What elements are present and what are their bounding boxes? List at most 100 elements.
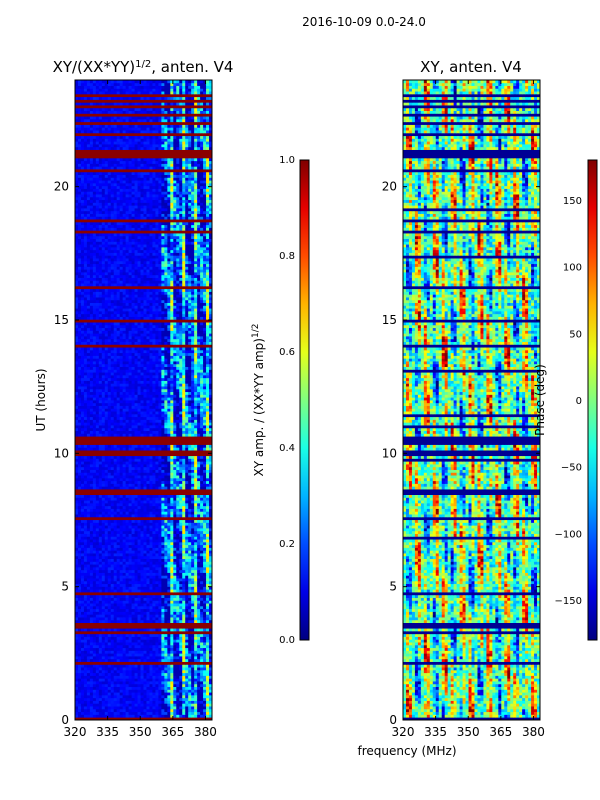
amp-cell [95, 541, 100, 546]
amp-cell [176, 597, 180, 601]
amp-cell [149, 500, 153, 504]
amp-cell [143, 711, 147, 715]
amp-cell [173, 619, 177, 624]
amp-cell [140, 508, 144, 512]
amp-cell [77, 539, 82, 543]
amp-cell [92, 639, 97, 643]
amp-cell [77, 441, 82, 445]
amp-cell [113, 555, 118, 560]
amp-cell [80, 594, 85, 598]
amp-cell [137, 630, 141, 635]
amp-cell [137, 578, 141, 582]
amp-cell [194, 514, 198, 518]
amp-cell [176, 636, 180, 640]
amp-cell [143, 533, 147, 537]
amp-cell [101, 583, 106, 587]
amp-cell [75, 597, 79, 601]
amp-cell [200, 422, 204, 426]
amp-cell [176, 483, 180, 487]
amp-cell [140, 603, 144, 607]
amp-cell [176, 561, 180, 565]
amp-cell [75, 425, 79, 429]
amp-cell [158, 578, 162, 582]
amp-cell [125, 636, 130, 640]
amp-cell [167, 689, 171, 693]
amp-cell [167, 583, 171, 587]
amp-cell [206, 697, 210, 701]
amp-cell [176, 430, 180, 434]
amp-cell [98, 558, 103, 562]
amp-cell [125, 697, 130, 701]
amp-cell [140, 703, 144, 707]
amp-cell [86, 686, 91, 690]
amp-cell [173, 605, 177, 610]
amp-cell [113, 452, 118, 457]
amp-cell [107, 589, 112, 593]
amp-cell [92, 661, 97, 665]
amp-cell [209, 419, 213, 423]
amp-cell [179, 489, 183, 493]
amp-cell [197, 558, 201, 562]
amp-cell [125, 508, 130, 512]
amp-cell [134, 441, 138, 445]
amp-cell [200, 592, 204, 596]
amp-cell [98, 477, 103, 482]
amp-cell [143, 617, 147, 621]
amp-cell [131, 611, 135, 615]
amp-cell [80, 447, 85, 451]
amp-cell [134, 447, 138, 451]
amp-cell [155, 583, 159, 587]
amp-cell [203, 703, 207, 707]
amp-cell [155, 611, 159, 615]
amp-cell [119, 500, 124, 504]
amp-cell [119, 547, 124, 551]
amp-cell [89, 628, 94, 632]
amp-cell [110, 714, 115, 718]
amp-cell [179, 522, 183, 526]
amp-cell [98, 555, 103, 560]
amp-cell [164, 692, 168, 696]
amp-cell [101, 653, 106, 657]
amp-cell [194, 681, 198, 685]
amp-cell [158, 608, 162, 612]
amp-cell [203, 580, 207, 585]
amp-cell [176, 550, 180, 554]
amp-cell [113, 608, 118, 612]
amp-cell [167, 455, 171, 459]
amp-cell [209, 427, 213, 432]
amp-cell [188, 497, 192, 501]
amp-cell [110, 586, 115, 590]
amp-cell [110, 514, 115, 518]
amp-cell [203, 653, 207, 657]
amp-cell [161, 544, 165, 548]
amp-cell [209, 505, 213, 509]
amp-cell [173, 483, 177, 487]
amp-cell [143, 592, 147, 596]
amp-cell [161, 502, 165, 507]
amp-cell [75, 605, 79, 610]
amp-cell [113, 491, 118, 496]
amp-cell [161, 500, 165, 504]
amp-cell [143, 603, 147, 607]
amp-cell [80, 555, 85, 560]
amp-cell [83, 458, 88, 462]
amp-cell [107, 628, 112, 632]
amp-cell [152, 555, 156, 560]
amp-cell [104, 541, 109, 546]
amp-cell [173, 564, 177, 568]
amp-cell [152, 619, 156, 624]
amp-cell [185, 472, 189, 476]
amp-cell [77, 494, 82, 498]
amp-cell [164, 683, 168, 688]
amp-cell [170, 494, 174, 498]
amp-cell [128, 491, 132, 496]
amp-cell [170, 444, 174, 448]
amp-cell [131, 450, 135, 454]
amp-cell [149, 511, 153, 515]
amp-cell [98, 438, 103, 443]
amp-cell [92, 514, 97, 518]
amp-cell [197, 708, 201, 713]
amp-cell [158, 525, 162, 529]
amp-cell [173, 608, 177, 612]
amp-cell [101, 547, 106, 551]
